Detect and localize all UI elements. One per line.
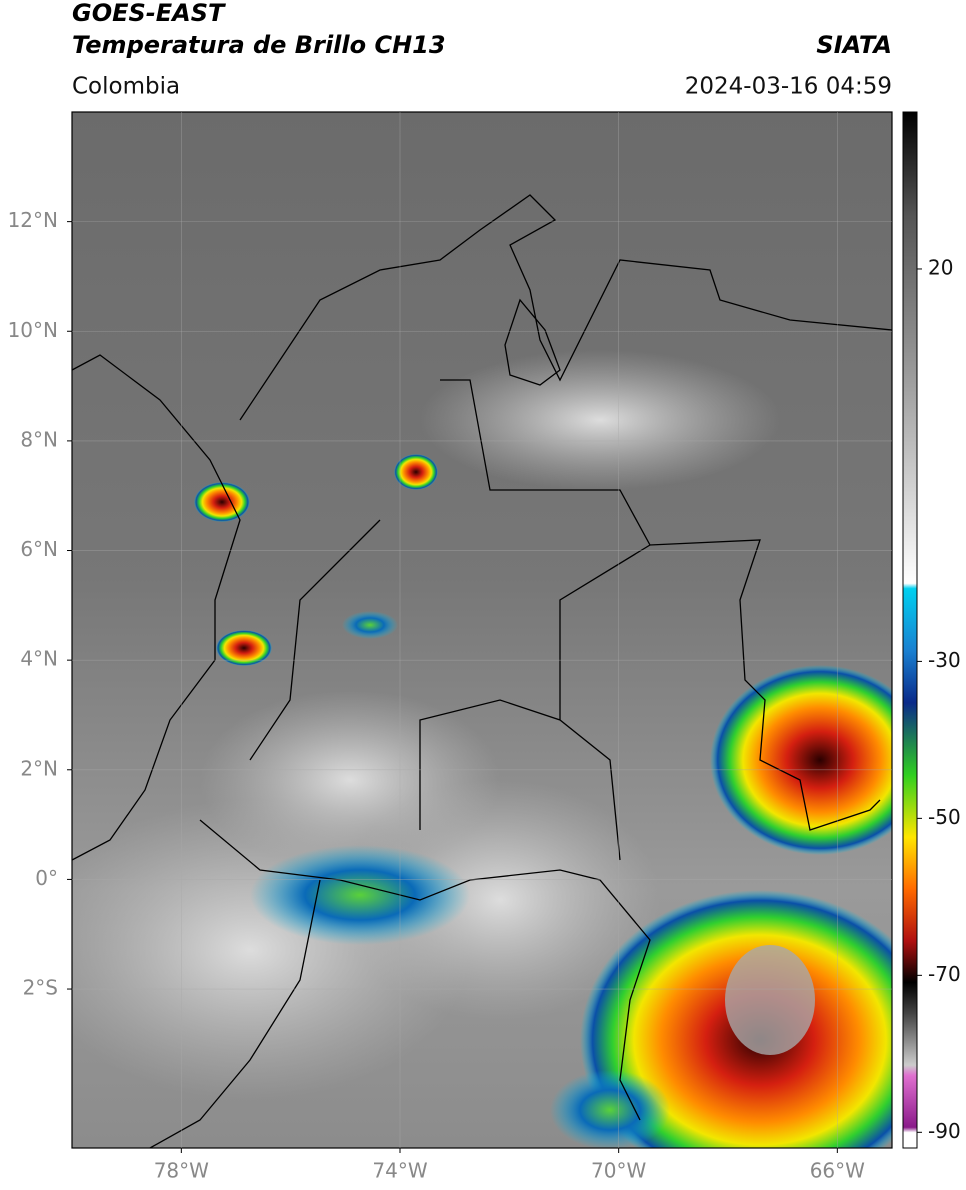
title: Temperatura de Brillo CH13 [72,31,446,59]
datetime: 2024-03-16 04:59 [685,74,892,100]
y-tick-label: 2°N [20,756,58,780]
y-tick-label: 8°N [20,427,58,451]
y-tick-label: 10°N [8,318,58,342]
region: Colombia [72,74,180,100]
x-tick-label: 78°W [154,1159,209,1183]
source: SIATA [816,31,892,59]
map-frame [71,111,893,1149]
y-tick-label: 0° [35,866,58,890]
y-tick-label: 6°N [20,537,58,561]
colorbar-tick-label: -90 [928,1119,961,1143]
colorbar [902,111,918,1149]
colorbar-tick-label: -30 [928,648,961,672]
x-tick-label: 66°W [810,1159,865,1183]
x-tick-label: 74°W [372,1159,427,1183]
colorbar-tick-label: -70 [928,962,961,986]
y-tick-label: 2°S [23,976,58,1000]
y-tick-label: 12°N [8,208,58,232]
colorbar-tick-label: -50 [928,805,961,829]
y-tick-label: 4°N [20,647,58,671]
x-tick-label: 70°W [591,1159,646,1183]
title: GOES-EAST [72,0,226,27]
colorbar-tick-label: 20 [928,255,953,279]
imagery [72,112,892,1148]
